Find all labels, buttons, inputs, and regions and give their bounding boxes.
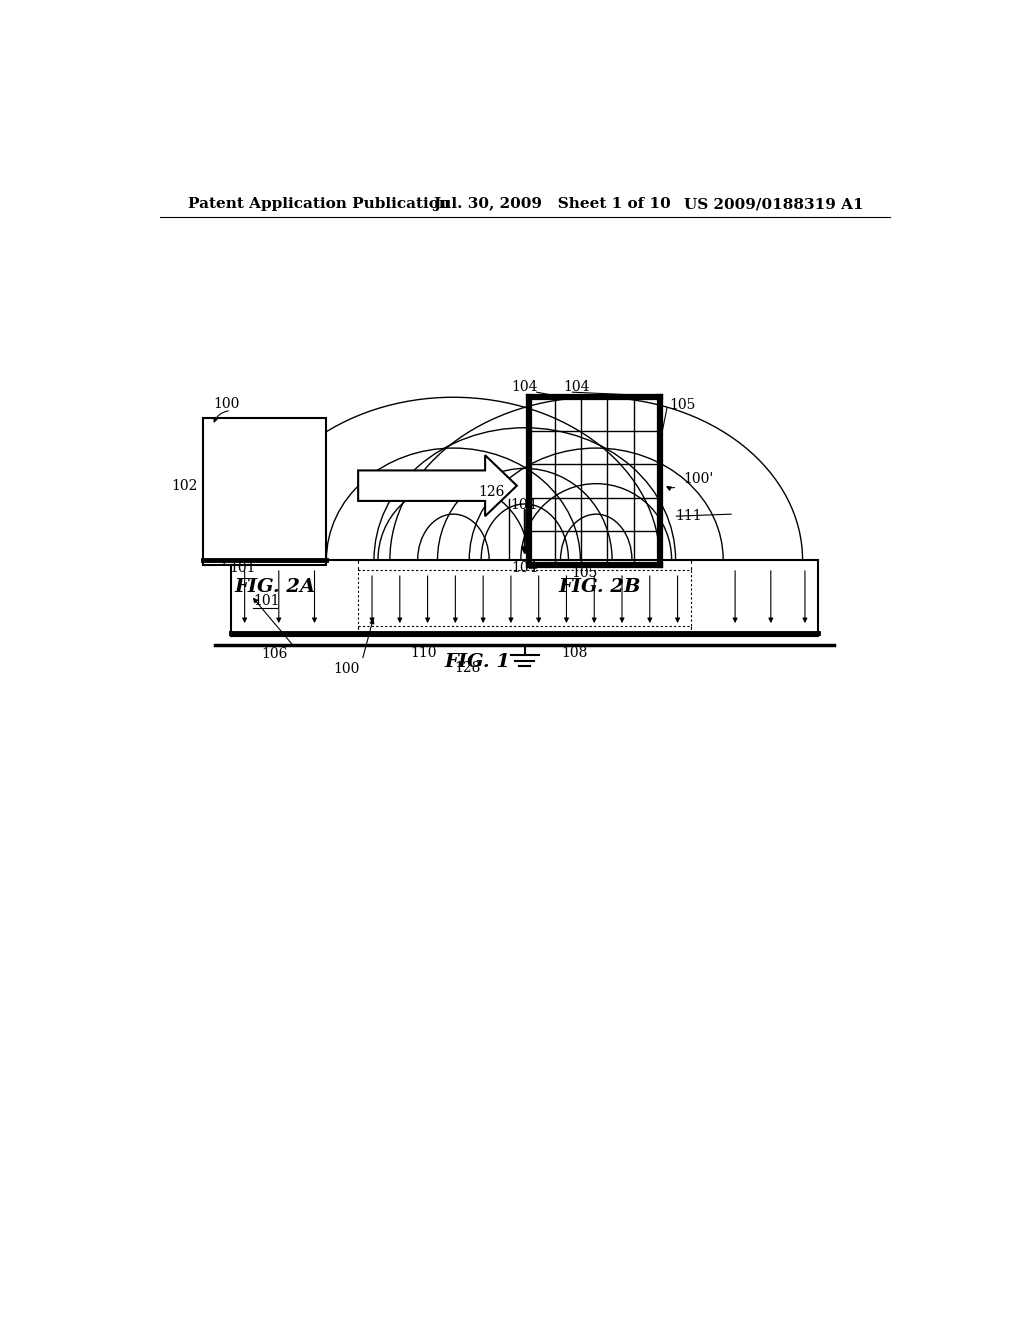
- Text: 101: 101: [229, 561, 256, 576]
- Text: 105: 105: [670, 399, 695, 412]
- Text: 126: 126: [478, 484, 505, 499]
- Text: 100': 100': [684, 471, 714, 486]
- Text: FIG. 2B: FIG. 2B: [559, 578, 641, 597]
- Text: 104: 104: [512, 561, 538, 576]
- Text: 106: 106: [261, 647, 288, 661]
- Text: 104: 104: [512, 380, 538, 395]
- Text: 100: 100: [214, 397, 240, 412]
- Bar: [231, 560, 818, 636]
- Text: 104: 104: [563, 380, 590, 395]
- Text: 110: 110: [411, 647, 437, 660]
- Text: 101: 101: [253, 594, 280, 607]
- Text: 105: 105: [571, 566, 598, 579]
- Text: 128: 128: [455, 660, 481, 675]
- Text: 111: 111: [675, 510, 701, 523]
- FancyArrow shape: [358, 455, 517, 516]
- Text: Patent Application Publication: Patent Application Publication: [187, 197, 450, 211]
- Bar: [204, 417, 327, 565]
- Text: 102: 102: [171, 479, 198, 492]
- Text: FIG. 1: FIG. 1: [444, 652, 510, 671]
- Text: US 2009/0188319 A1: US 2009/0188319 A1: [684, 197, 863, 211]
- Text: FIG. 2A: FIG. 2A: [234, 578, 315, 597]
- Text: 100: 100: [333, 661, 359, 676]
- Text: Jul. 30, 2009   Sheet 1 of 10: Jul. 30, 2009 Sheet 1 of 10: [433, 197, 672, 211]
- Text: 104: 104: [510, 498, 537, 512]
- Bar: [358, 570, 691, 626]
- Text: 108: 108: [561, 647, 588, 660]
